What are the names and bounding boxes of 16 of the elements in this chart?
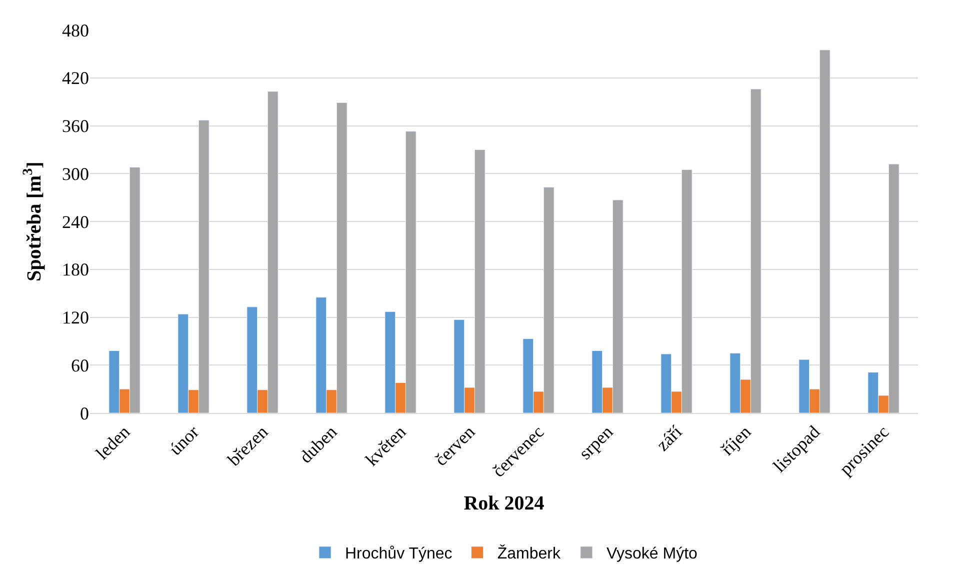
x-tick-label: únor: [165, 422, 203, 460]
x-tick-label: říjen: [717, 422, 755, 460]
y-tick-label: 300: [62, 164, 89, 184]
y-tick-label: 60: [71, 355, 89, 376]
y-tick-label: 0: [80, 403, 89, 424]
y-tick-label: 240: [62, 212, 89, 232]
y-tick-label: 360: [62, 116, 89, 136]
x-axis-title: Rok 2024: [464, 492, 544, 515]
y-tick-label: 480: [62, 20, 89, 40]
legend-label: Žamberk: [497, 544, 562, 563]
legend-label: Vysoké Mýto: [606, 546, 698, 563]
y-tick-label: 180: [62, 260, 89, 280]
x-tick-label: září: [652, 422, 686, 455]
legend-label: Hrochův Týnec: [345, 546, 452, 563]
y-tick-label: 420: [62, 68, 89, 88]
y-tick-label: 120: [62, 308, 89, 328]
